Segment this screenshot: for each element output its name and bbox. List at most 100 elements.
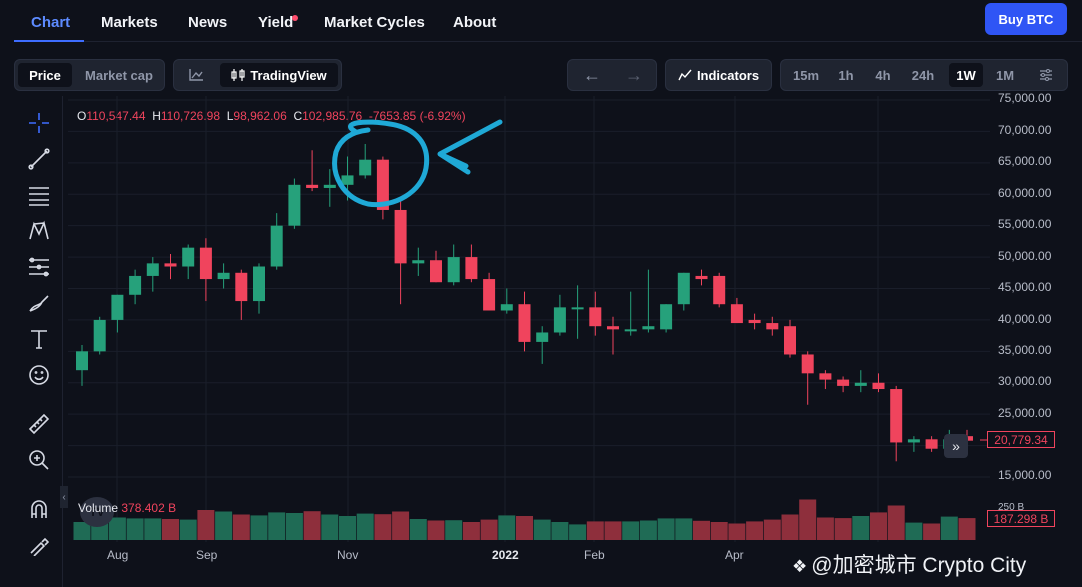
undo-redo-group: ← → (567, 59, 657, 91)
volume-bar (409, 519, 427, 540)
candle-body (129, 275, 142, 295)
volume-bar (746, 521, 764, 540)
candle-body (713, 275, 726, 305)
timeframe-group: 15m 1h 4h 24h 1W 1M (780, 59, 1068, 91)
volume-bar (675, 518, 693, 540)
volume-bar (374, 514, 392, 540)
candle-body (854, 382, 867, 386)
timeframe-24h[interactable]: 24h (911, 67, 935, 83)
undo-arrow-icon[interactable]: ← (583, 64, 601, 85)
volume-bar (126, 518, 144, 540)
volume-bar (533, 519, 551, 540)
timeframe-1h[interactable]: 1h (838, 67, 854, 83)
nav-news[interactable]: News (188, 14, 228, 31)
indicators-button[interactable]: Indicators (669, 63, 768, 87)
horizontal-lines-icon[interactable] (26, 182, 52, 208)
collapse-toolbar-handle[interactable]: ‹ (60, 486, 68, 508)
timeframe-4h[interactable]: 4h (875, 67, 891, 83)
volume-bar (710, 522, 728, 540)
line-chart-tab[interactable] (177, 63, 215, 87)
magnet-icon[interactable] (26, 496, 52, 522)
time-tick: Nov (337, 548, 359, 562)
volume-bar (569, 524, 587, 540)
candle-body (376, 159, 389, 210)
time-tick: Apr (725, 548, 744, 562)
scroll-to-latest-button[interactable]: » (944, 434, 968, 458)
candle-body (323, 184, 336, 188)
watermark: ❖ @加密城市 Crypto City (792, 549, 1026, 579)
volume-bar (197, 510, 215, 540)
volume-bar (250, 515, 268, 540)
price-tab[interactable]: Price (18, 63, 72, 87)
candle-body (199, 247, 212, 280)
high-key: H (152, 109, 161, 123)
candle-body (872, 382, 885, 390)
volume-bar (285, 513, 303, 540)
tradingview-tab[interactable]: TradingView (220, 63, 338, 87)
market-cap-tab[interactable]: Market cap (85, 67, 153, 83)
volume-bar (870, 512, 887, 540)
volume-bar (604, 521, 622, 540)
volume-bar (816, 517, 834, 540)
timeframe-15m[interactable]: 15m (792, 67, 820, 83)
price-tick: 45,000.00 (998, 280, 1052, 294)
crosshair-icon[interactable] (26, 110, 52, 136)
redo-arrow-icon[interactable]: → (625, 64, 643, 85)
candle-body (483, 279, 496, 311)
volume-bar (445, 520, 463, 540)
candles-layer (76, 143, 973, 462)
price-tick: 55,000.00 (998, 217, 1052, 231)
pattern-icon[interactable] (26, 218, 52, 244)
volume-bar (958, 518, 976, 540)
top-navigation: Chart Markets News Yield Market Cycles A… (0, 0, 1082, 42)
volume-bar (480, 519, 498, 540)
nav-chart[interactable]: Chart (31, 14, 71, 31)
timeframe-1w[interactable]: 1W (949, 63, 983, 87)
nav-yield[interactable]: Yield (258, 14, 294, 31)
candle-body (359, 159, 372, 176)
candle-body (217, 272, 230, 280)
candle-body (784, 326, 796, 355)
volume-bar (162, 519, 179, 540)
candle-body (447, 257, 460, 283)
volume-bar (498, 515, 516, 540)
time-tick: 2022 (492, 548, 519, 562)
nav-about[interactable]: About (453, 14, 497, 31)
trend-line-icon[interactable] (26, 146, 52, 172)
candle-body (93, 319, 106, 352)
zoom-icon[interactable] (26, 447, 52, 473)
volume-bar (781, 514, 799, 540)
price-tick: 60,000.00 (998, 186, 1052, 200)
ohlc-legend: O110,547.44 H110,726.98 L98,962.06 C102,… (77, 109, 466, 123)
volume-bar (940, 516, 958, 540)
ruler-icon[interactable] (26, 411, 52, 437)
fib-levels-icon[interactable] (26, 254, 52, 280)
volume-layer (73, 499, 976, 540)
indicators-group: Indicators (665, 59, 772, 91)
line-chart-icon (189, 69, 203, 81)
candle-body (589, 307, 602, 327)
candle-body (430, 260, 442, 283)
price-chart[interactable] (68, 96, 990, 542)
buy-btc-button[interactable]: Buy BTC (985, 3, 1067, 35)
volume-bar (923, 523, 941, 540)
brush-icon[interactable] (26, 290, 52, 316)
timeframe-1m[interactable]: 1M (995, 67, 1015, 83)
candle-body (270, 225, 283, 267)
candle-body (553, 307, 566, 333)
tradingview-label: TradingView (250, 67, 327, 83)
price-axis: 75,000.00 70,000.00 65,000.00 60,000.00 … (990, 91, 1082, 542)
price-tick: 70,000.00 (998, 123, 1052, 137)
nav-markets[interactable]: Markets (101, 14, 158, 31)
volume-bar (551, 522, 569, 540)
settings-sliders-icon[interactable] (1029, 63, 1063, 87)
nav-market-cycles[interactable]: Market Cycles (324, 14, 425, 31)
volume-bar (73, 522, 91, 540)
lock-drawing-icon[interactable] (26, 532, 52, 558)
emoji-icon[interactable] (26, 362, 52, 388)
volume-bar (339, 516, 356, 540)
watermark-text: @加密城市 Crypto City (811, 554, 1027, 577)
candle-body (465, 257, 478, 280)
text-icon[interactable] (26, 326, 52, 352)
volume-bar (763, 519, 781, 540)
